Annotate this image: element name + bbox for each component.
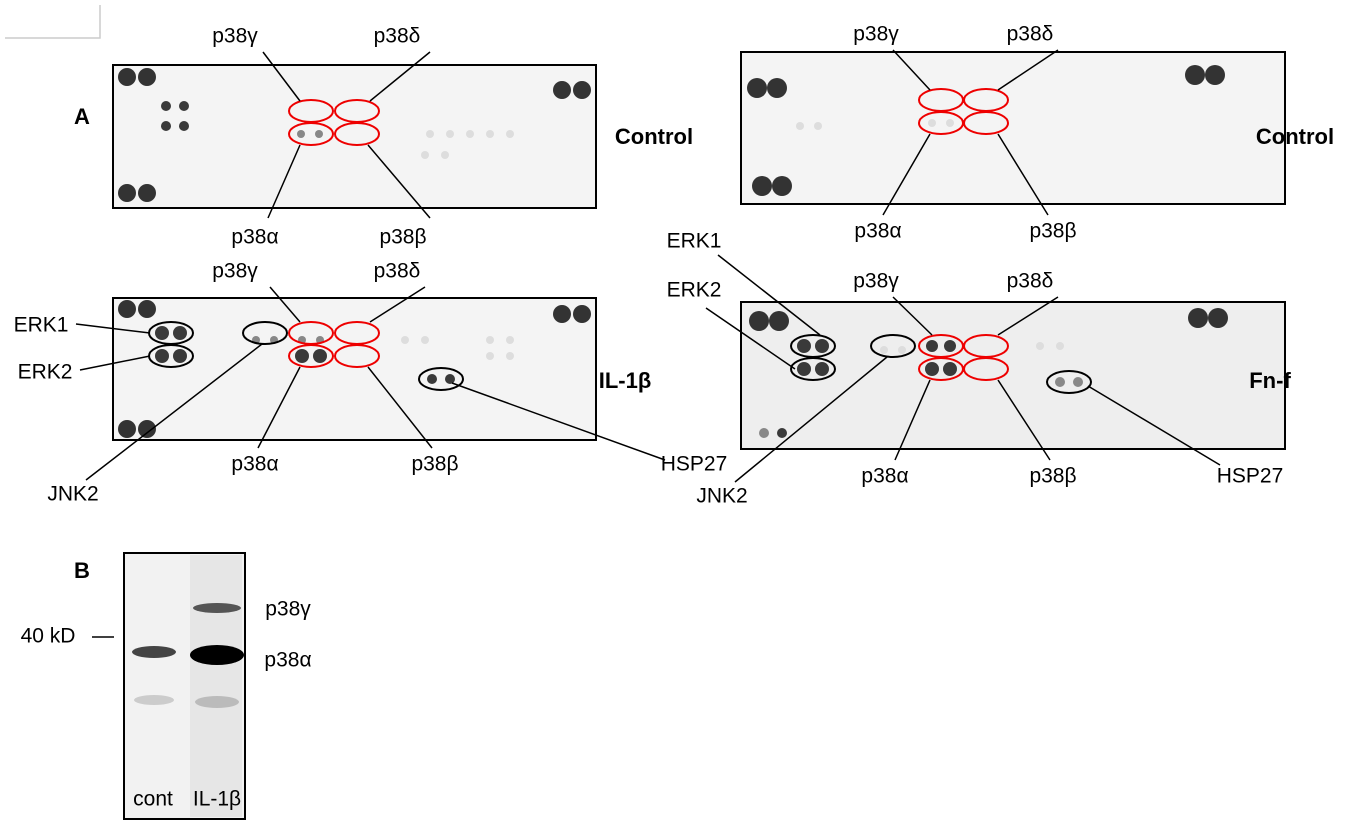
condition: Control [615, 124, 693, 149]
callout: p38α [854, 220, 901, 243]
band-label: p38α [264, 649, 311, 672]
callout: JNK2 [696, 485, 747, 508]
callout: p38γ [853, 270, 899, 293]
array [741, 50, 1285, 215]
callout: ERK2 [18, 361, 73, 384]
corner [5, 5, 100, 38]
callout: ERK2 [667, 279, 722, 302]
callout: p38δ [1007, 23, 1054, 46]
callout: ERK1 [667, 230, 722, 253]
callout: p38δ [374, 25, 421, 48]
callout: JNK2 [47, 483, 98, 506]
callout: HSP27 [661, 453, 728, 476]
callout: p38γ [853, 23, 899, 46]
callout: p38β [411, 453, 458, 476]
callout: p38α [231, 226, 278, 249]
lane-label: IL-1β [193, 788, 241, 811]
western-blot [124, 553, 245, 819]
callout: p38δ [374, 260, 421, 283]
callout: p38α [861, 465, 908, 488]
array [706, 255, 1285, 482]
callout: p38γ [212, 25, 258, 48]
callout: p38β [1029, 220, 1076, 243]
callout: p38β [379, 226, 426, 249]
callout: p38β [1029, 465, 1076, 488]
figure: A p38γ p38δ p38α p38β Control p38γ p38δ … [0, 0, 1358, 827]
callout: HSP27 [1217, 465, 1284, 488]
callout: p38γ [212, 260, 258, 283]
condition: IL-1β [599, 368, 652, 393]
marker-label: 40 kD [21, 625, 76, 648]
band-label: p38γ [265, 598, 311, 621]
panel-label: B [74, 558, 90, 583]
callout: p38α [231, 453, 278, 476]
callout: p38δ [1007, 270, 1054, 293]
array [113, 52, 596, 218]
array [76, 287, 665, 480]
condition: Control [1256, 124, 1334, 149]
panel-label: A [74, 104, 90, 129]
condition: Fn-f [1249, 368, 1291, 393]
lane-label: cont [133, 788, 173, 811]
callout: ERK1 [14, 314, 69, 337]
